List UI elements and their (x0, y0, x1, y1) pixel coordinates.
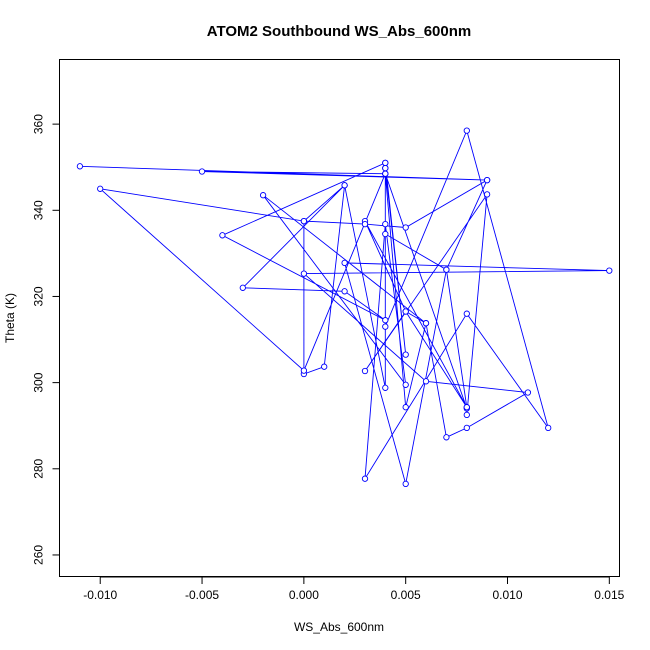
data-point (382, 164, 389, 172)
data-point (422, 378, 430, 385)
data-point (341, 259, 348, 267)
data-point (463, 310, 470, 317)
data-point (545, 424, 552, 432)
data-point (402, 224, 409, 231)
data-point (361, 367, 369, 375)
y-axis: 260 280 300 320 340 360 (32, 114, 60, 565)
y-tick-label: 280 (32, 458, 46, 478)
chart-title: ATOM2 Southbound WS_Abs_600nm (207, 23, 471, 40)
data-point (402, 308, 409, 315)
x-axis-label: WS_Abs_600nm (294, 620, 384, 634)
plot-frame (59, 59, 620, 577)
x-tick-label: -0.005 (185, 588, 219, 602)
data-point (76, 163, 84, 170)
data-point (300, 270, 308, 277)
y-tick-label: 320 (32, 286, 46, 306)
x-tick-label: 0.005 (391, 588, 421, 602)
data-point (606, 267, 613, 274)
data-point (361, 220, 369, 228)
data-point (463, 404, 470, 411)
data-point (382, 170, 389, 177)
data-point (443, 266, 450, 273)
data-point (463, 424, 470, 432)
data-point (341, 288, 348, 295)
data-point (300, 367, 308, 374)
data-point (402, 480, 409, 488)
data-point (463, 411, 470, 419)
data-point (321, 363, 328, 370)
data-point (239, 284, 246, 291)
data-point (402, 404, 409, 411)
data-point (422, 320, 430, 327)
data-point (483, 191, 491, 198)
data-point (382, 220, 389, 228)
data-point (463, 127, 470, 134)
data-point (198, 168, 206, 175)
data-point (382, 317, 389, 324)
data-point (382, 384, 389, 391)
data-point (361, 475, 369, 482)
series-line (79, 129, 610, 485)
data-point (483, 176, 491, 184)
x-tick-label: -0.010 (83, 588, 117, 602)
x-tick-label: 0.000 (289, 588, 319, 602)
data-point (402, 351, 409, 358)
x-tick-label: 0.015 (594, 588, 624, 602)
y-tick-label: 260 (32, 545, 46, 565)
data-point (259, 192, 267, 199)
data-point (524, 389, 532, 396)
y-tick-label: 340 (32, 200, 46, 220)
y-axis-label: Theta (K) (3, 293, 17, 343)
series-layer (76, 127, 613, 488)
data-point (382, 230, 389, 238)
x-tick-label: 0.010 (492, 588, 522, 602)
data-point (97, 185, 104, 192)
data-point (382, 159, 389, 167)
data-point (341, 182, 348, 189)
x-axis: -0.010 -0.005 0.000 0.005 0.010 0.015 (83, 576, 625, 602)
data-point (300, 217, 308, 225)
data-point (402, 381, 409, 388)
data-point (219, 232, 226, 239)
data-point (443, 434, 450, 441)
y-tick-label: 300 (32, 372, 46, 392)
y-tick-label: 360 (32, 114, 46, 134)
data-point (382, 323, 389, 330)
